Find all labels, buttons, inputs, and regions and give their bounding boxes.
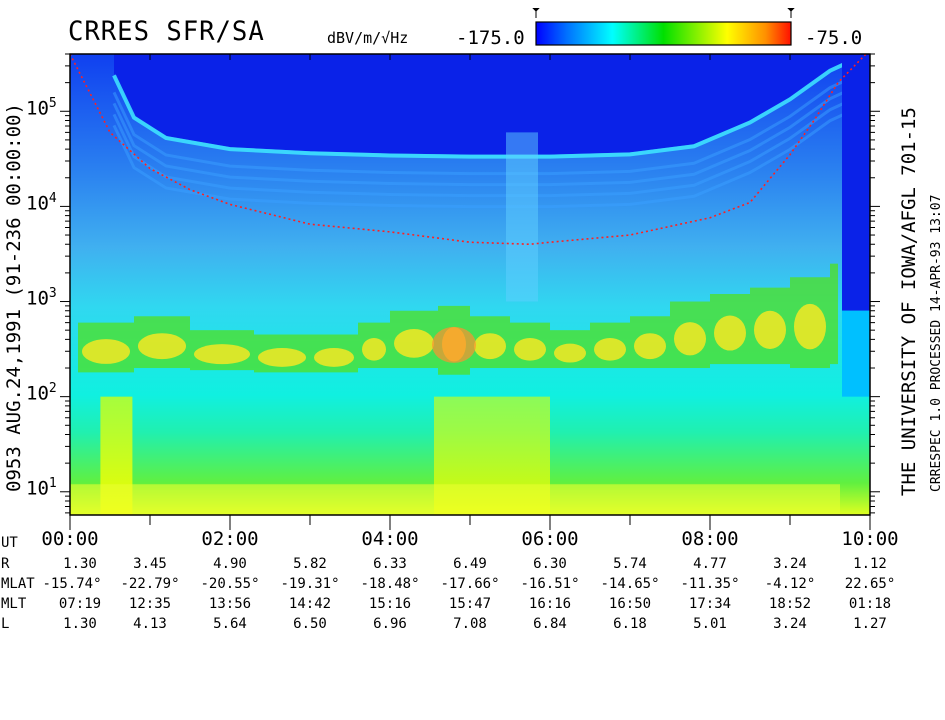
l-cell: 5.01 [693,616,727,632]
r-cell: 5.74 [613,556,647,572]
mlat-cell: -11.35° [680,576,740,592]
mlt-cell: 18:52 [768,596,812,612]
colorbar-max-marker-icon [787,8,795,18]
mlat-cell: -20.55° [200,576,260,592]
colorbar-min-marker-icon [532,8,540,18]
mlat-cell: -17.66° [440,576,500,592]
hiss-band-intense [634,333,666,360]
row-label-ut: UT [1,535,18,551]
ut-tick-label: 02:00 [201,528,259,550]
mlat-cell: -22.79° [120,576,180,592]
y-tick-1e5: 105 [26,96,57,120]
hiss-band-intense [82,339,130,364]
mlat-cell: -15.74° [42,576,102,592]
hiss-band-intense [362,337,386,361]
l-cell: 4.13 [133,616,167,632]
spectrogram [60,53,880,530]
institution-label: THE UNIVERSITY OF IOWA/AFGL 701-15 [898,107,920,496]
mlt-cell: 12:35 [128,596,172,612]
row-label-mlt: MLT [1,596,27,612]
colorbar-gradient [535,21,792,46]
r-cell: 4.90 [213,556,247,572]
mlt-cell: 13:56 [208,596,252,612]
row-label-r: R [1,556,10,572]
l-cell: 3.24 [773,616,807,632]
y-tick-1e4: 104 [26,191,57,215]
hiss-band-peak [432,326,476,363]
date-label: 0953 AUG.24,1991 (91-236 00:00:00) [3,103,25,492]
hiss-band-intense [258,347,306,367]
r-cell: 1.12 [853,556,887,572]
ut-tick-label: 10:00 [841,528,899,550]
l-cell: 6.50 [293,616,327,632]
mlat-cell: -19.31° [280,576,340,592]
colorbar-min-label: -175.0 [456,27,525,49]
mlat-cell: -16.51° [520,576,580,592]
mlt-cell: 15:47 [448,596,492,612]
hiss-band-intense [514,337,546,361]
l-cell: 6.96 [373,616,407,632]
ut-tick-label: 00:00 [41,528,99,550]
y-tick-1e2: 102 [26,381,57,405]
mlt-cell: 01:18 [848,596,892,612]
hiss-band-intense [594,337,626,361]
r-cell: 6.33 [373,556,407,572]
mlt-cell: 17:34 [688,596,732,612]
hiss-band-segment [830,263,838,365]
colorbar-max-label: -75.0 [805,27,863,49]
hiss-band-intense [674,322,706,356]
colorbar [532,8,795,46]
mlt-cell: 16:16 [528,596,572,612]
l-cell: 1.30 [63,616,97,632]
mlt-cell: 14:42 [288,596,332,612]
mlat-cell: -14.65° [600,576,660,592]
r-cell: 5.82 [293,556,327,572]
r-cell: 6.30 [533,556,567,572]
hiss-band-intense [194,344,250,365]
hiss-band-intense [474,333,506,360]
hiss-band-intense [714,315,746,351]
r-cell: 1.30 [63,556,97,572]
hiss-band-intense [394,329,434,358]
row-label-l: L [1,616,10,632]
right-strip-blue [842,54,870,311]
r-cell: 3.45 [133,556,167,572]
mlt-cell: 16:50 [608,596,652,612]
hiss-band-intense [794,303,826,350]
ut-tick-label: 04:00 [361,528,419,550]
r-cell: 3.24 [773,556,807,572]
vertical-emission [506,132,538,302]
processing-label: CRRESPEC 1.0 PROCESSED 14-APR-93 13:07 [929,194,944,492]
l-cell: 6.84 [533,616,567,632]
right-strip-lightblue [842,310,870,397]
l-cell: 6.18 [613,616,647,632]
ut-tick-label: 08:00 [681,528,739,550]
mlat-cell: 22.65° [844,576,896,592]
y-tick-1e1: 101 [26,476,57,500]
low-frequency-floor [70,484,840,515]
ut-tick-label: 06:00 [521,528,579,550]
l-cell: 7.08 [453,616,487,632]
mlt-cell: 15:16 [368,596,412,612]
upper-blue-region [70,54,870,155]
hiss-band-intense [754,310,786,349]
mlat-cell: -18.48° [360,576,420,592]
r-cell: 4.77 [693,556,727,572]
row-label-mlat: MLAT [1,576,35,592]
mlt-cell: 07:19 [58,596,102,612]
hiss-band-intense [314,347,354,367]
l-cell: 5.64 [213,616,247,632]
y-tick-1e3: 103 [26,286,57,310]
l-cell: 1.27 [853,616,887,632]
hiss-band-intense [554,343,586,363]
hiss-band-intense [138,333,186,360]
plot-title: CRRES SFR/SA [68,16,265,47]
r-cell: 6.49 [453,556,487,572]
colorbar-units: dBV/m/√Hz [327,29,409,47]
mlat-cell: -4.12° [764,576,816,592]
